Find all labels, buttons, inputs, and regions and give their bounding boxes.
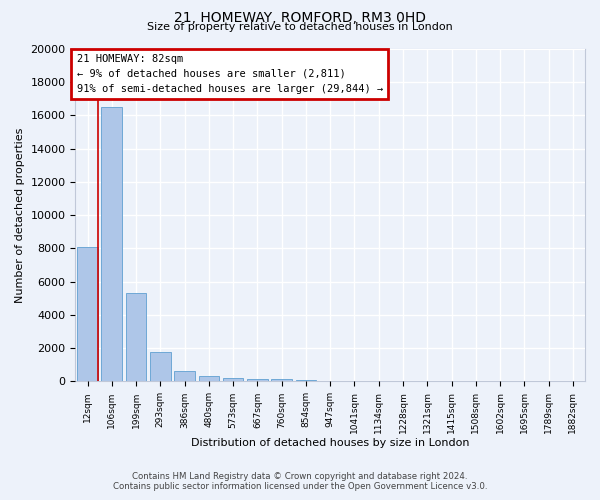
Bar	[199, 376, 219, 382]
Text: 21 HOMEWAY: 82sqm
← 9% of detached houses are smaller (2,811)
91% of semi-detach: 21 HOMEWAY: 82sqm ← 9% of detached house…	[77, 54, 383, 94]
Bar	[174, 370, 195, 382]
Bar	[247, 378, 268, 382]
Bar	[77, 247, 98, 382]
Bar	[296, 380, 316, 382]
X-axis label: Distribution of detached houses by size in London: Distribution of detached houses by size …	[191, 438, 469, 448]
Bar	[126, 294, 146, 382]
Bar	[223, 378, 244, 382]
Text: Size of property relative to detached houses in London: Size of property relative to detached ho…	[147, 22, 453, 32]
Bar	[271, 379, 292, 382]
Bar	[101, 107, 122, 382]
Bar	[150, 352, 170, 382]
Text: 21, HOMEWAY, ROMFORD, RM3 0HD: 21, HOMEWAY, ROMFORD, RM3 0HD	[174, 11, 426, 25]
Text: Contains HM Land Registry data © Crown copyright and database right 2024.
Contai: Contains HM Land Registry data © Crown c…	[113, 472, 487, 491]
Y-axis label: Number of detached properties: Number of detached properties	[15, 128, 25, 303]
